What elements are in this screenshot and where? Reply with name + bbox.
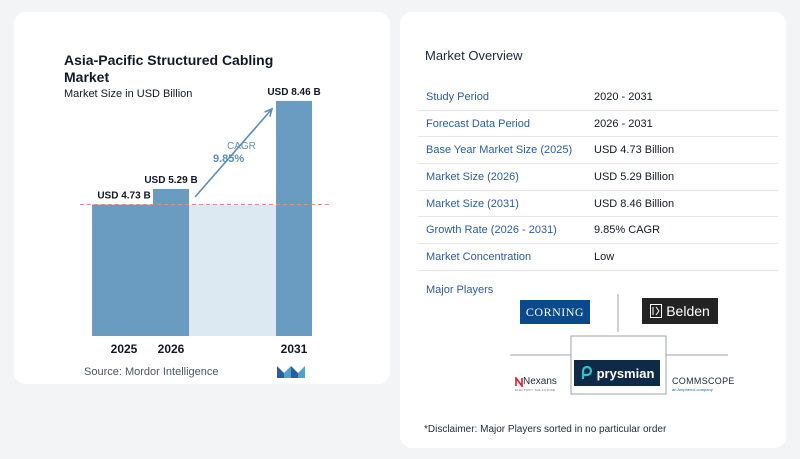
row-value: 2020 - 2031 (594, 90, 653, 103)
overview-title: Market Overview (425, 48, 523, 63)
table-row: Study Period 2020 - 2031 (418, 84, 778, 111)
row-value: USD 5.29 Billion (594, 170, 675, 183)
cagr-value: 9.85% (213, 153, 244, 165)
corning-logo-text: CORNING (525, 304, 585, 319)
bar-2025 (92, 204, 156, 336)
chart-subtitle: Market Size in USD Billion (64, 88, 193, 100)
row-value: 2026 - 2031 (594, 117, 653, 130)
prysmian-mark-icon (581, 366, 592, 379)
row-label: Market Size (2026) (426, 170, 519, 183)
growth-region (189, 204, 276, 336)
row-label: Market Size (2031) (426, 197, 519, 210)
bar-chart: USD 4.73 B 2025 USD 5.29 B 2026 USD 8.46 B 20… (80, 87, 330, 356)
source-text: Source: Mordor Intelligence (84, 366, 219, 378)
data-label: USD 5.29 B (144, 175, 197, 186)
major-players-label: Major Players (426, 284, 494, 296)
belden-logo: Belden (642, 298, 718, 324)
belden-logo-text: Belden (666, 303, 710, 319)
row-value: Low (594, 250, 615, 263)
table-row: Base Year Market Size (2025) USD 4.73 Bi… (418, 137, 778, 165)
row-value: 9.85% CAGR (594, 224, 661, 237)
commscope-logo: COMMSCOPE an Amphenol company (672, 376, 735, 396)
chart-title: Asia-Pacific Structured Cabling Market (64, 52, 274, 85)
prysmian-logo: prysmian (574, 360, 660, 386)
belden-mark-icon (650, 304, 663, 318)
table-row: Market Size (2026) USD 5.29 Billion (418, 164, 778, 191)
data-label: USD 8.46 B (267, 87, 320, 98)
tick-label: 2026 (158, 342, 185, 356)
prysmian-logo-text: prysmian (596, 365, 655, 381)
table-row: Forecast Data Period 2026 - 2031 (418, 111, 778, 138)
table-row: Market Size (2031) USD 8.46 Billion (418, 191, 778, 218)
commscope-tagline: an Amphenol company (672, 387, 713, 392)
row-label: Market Concentration (426, 250, 532, 263)
table-row: Market Concentration Low (418, 244, 778, 271)
nexans-logo-text: Nexans (523, 376, 557, 387)
row-value: USD 8.46 Billion (594, 197, 675, 210)
data-label: USD 4.73 B (97, 191, 150, 202)
commscope-logo-text: COMMSCOPE (672, 376, 735, 386)
cagr-arrow (194, 108, 273, 198)
corning-logo: CORNING (520, 300, 590, 324)
cagr-arrowhead (264, 107, 274, 117)
row-label: Growth Rate (2026 - 2031) (426, 224, 557, 237)
nexans-mark-icon (515, 376, 523, 387)
tick-label: 2025 (111, 342, 138, 356)
row-label: Study Period (426, 90, 489, 103)
nexans-logo: Nexans ELECTRIFY THE FUTURE (515, 376, 559, 398)
nexans-tagline: ELECTRIFY THE FUTURE (515, 388, 556, 392)
row-label: Forecast Data Period (426, 117, 530, 130)
disclaimer-text: *Disclaimer: Major Players sorted in no … (424, 424, 667, 435)
bar-2026 (153, 188, 189, 336)
mordor-logo-icon (277, 366, 305, 378)
tick-label: 2031 (281, 342, 308, 356)
row-value: USD 4.73 Billion (594, 144, 675, 157)
row-label: Base Year Market Size (2025) (426, 144, 573, 157)
overview-table: Study Period 2020 - 2031 Forecast Data P… (418, 84, 778, 271)
cagr-label: CAGR (227, 141, 256, 152)
table-row: Growth Rate (2026 - 2031) 9.85% CAGR (418, 217, 778, 245)
bar-2031 (276, 100, 312, 336)
